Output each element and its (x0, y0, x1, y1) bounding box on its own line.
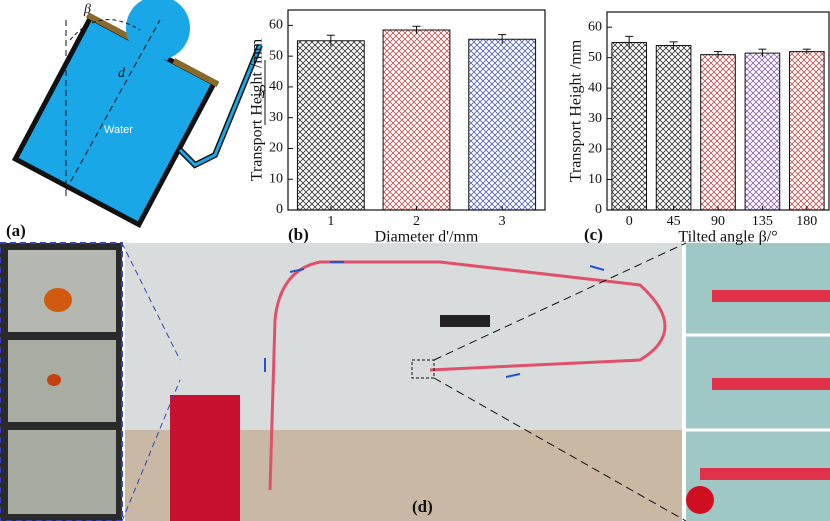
y-tick-label: 40 (588, 80, 602, 95)
y-axis-label: Transport Height /mm (249, 38, 266, 181)
y-tick-label: 50 (588, 50, 602, 65)
panel-label: (b) (288, 225, 309, 244)
x-tick-label: 0 (626, 214, 633, 229)
droplet (686, 486, 714, 514)
y-tick-label: 10 (588, 172, 602, 187)
y-tick-label: 20 (269, 141, 283, 156)
droplet (44, 288, 72, 312)
tube (712, 378, 830, 390)
x-tick-label: 90 (711, 214, 725, 229)
x-axis-label: Tilted angle β/° (678, 229, 777, 246)
inset-photo (8, 430, 116, 514)
bar (612, 42, 647, 210)
y-tick-label: 60 (588, 19, 602, 34)
tube (700, 468, 830, 480)
figure: β d h Water (a) (b) (c) (d) 010203040506… (0, 0, 830, 521)
droplet (47, 374, 61, 386)
bar (701, 55, 736, 210)
photo-panel (0, 243, 830, 521)
tube (712, 290, 830, 302)
x-tick-label: 3 (499, 214, 506, 229)
x-tick-label: 2 (413, 214, 420, 229)
y-tick-label: 10 (269, 171, 283, 186)
bar (745, 53, 780, 210)
y-tick-label: 50 (269, 48, 283, 63)
y-tick-label: 40 (269, 79, 283, 94)
diagram: β d h Water (12, 0, 265, 227)
x-tick-label: 45 (667, 214, 681, 229)
bar (383, 30, 450, 210)
diameter-label: d (118, 66, 126, 81)
y-axis-label: Transport Height /mm (568, 39, 585, 182)
container (15, 18, 214, 225)
y-tick-label: 0 (595, 202, 602, 217)
y-tick-label: 20 (588, 141, 602, 156)
x-axis-label: Diameter d'/mm (375, 229, 479, 246)
y-tick-label: 30 (588, 111, 602, 126)
panel-label: (c) (584, 225, 603, 244)
angle-label: β (83, 2, 91, 17)
bar (297, 41, 364, 210)
y-tick-label: 0 (276, 202, 283, 217)
bar (789, 52, 824, 210)
inset-photo (8, 340, 116, 422)
panel-label: (a) (6, 221, 26, 240)
y-tick-label: 60 (269, 18, 283, 33)
panel-label: (d) (412, 497, 433, 516)
x-tick-label: 180 (796, 214, 817, 229)
y-tick-label: 30 (269, 110, 283, 125)
water-label: Water (104, 124, 133, 136)
stand (440, 315, 490, 327)
x-tick-label: 135 (752, 214, 773, 229)
bar (469, 39, 536, 210)
bar (656, 46, 691, 210)
cylinder (170, 395, 240, 521)
x-tick-label: 1 (327, 214, 334, 229)
